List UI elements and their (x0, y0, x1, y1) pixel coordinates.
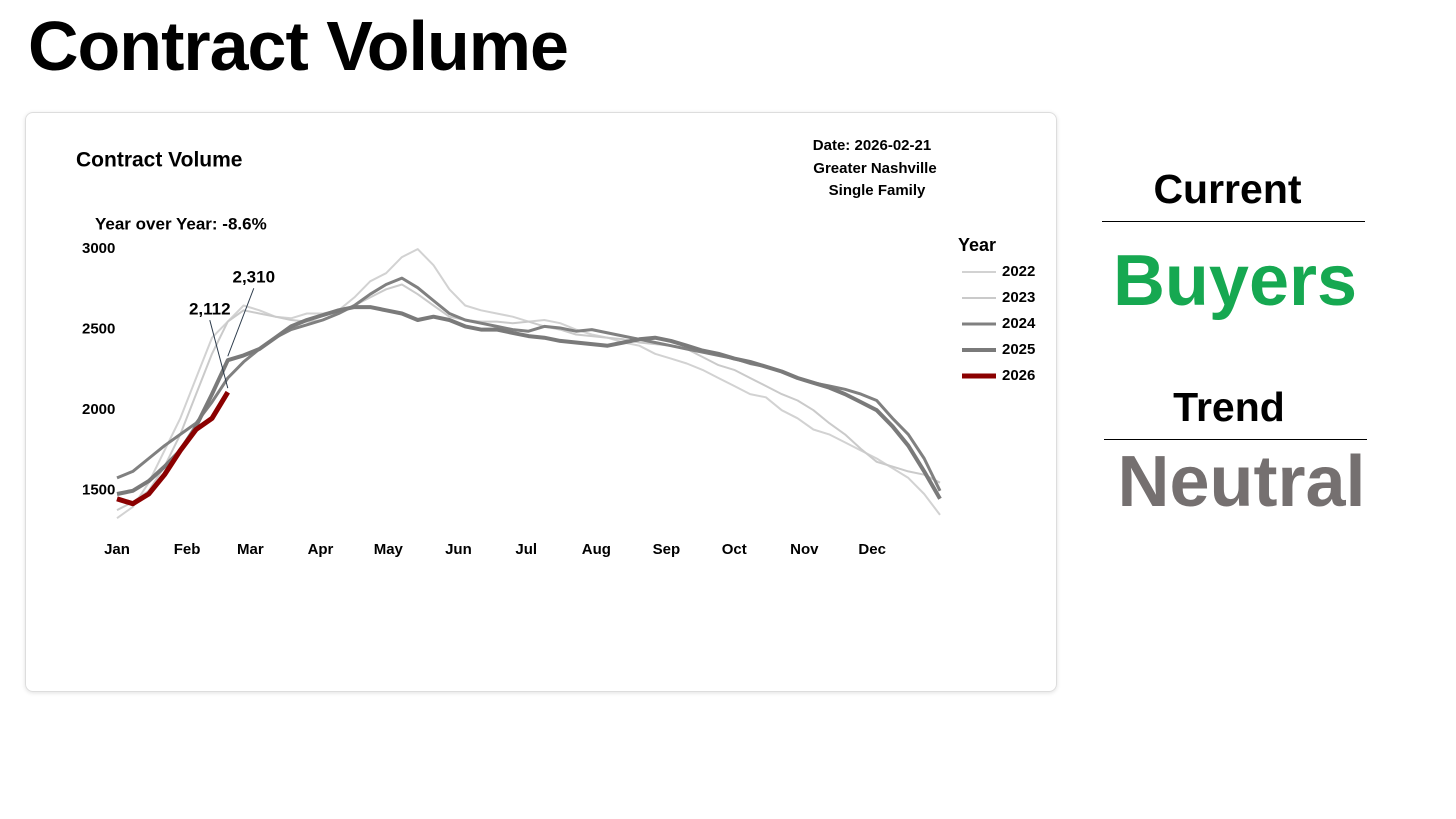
legend-label: 2026 (1002, 367, 1035, 384)
page-title: Contract Volume (28, 7, 569, 85)
x-tick-label: Mar (237, 541, 264, 558)
current-value: Buyers (1112, 241, 1358, 321)
series-line (116, 305, 942, 500)
y-tick-label: 2000 (82, 401, 115, 418)
x-tick-label: Jun (445, 541, 472, 558)
y-tick-label: 3000 (82, 240, 115, 257)
legend-title: Year (958, 235, 996, 255)
subtitle: Greater Nashville (813, 160, 936, 177)
x-tick-label: Jan (104, 541, 130, 558)
subtitle: Single Family (829, 182, 926, 199)
x-tick-label: Feb (174, 541, 201, 558)
x-tick-label: Sep (653, 541, 681, 558)
leader-line (227, 288, 255, 357)
x-tick-label: Jul (515, 541, 537, 558)
data-label: 2,310 (233, 268, 276, 287)
data-label: 2,112 (189, 300, 231, 319)
trend-label: Trend (1173, 384, 1285, 430)
y-tick-label: 1500 (82, 482, 115, 499)
series-line (116, 283, 941, 511)
legend-label: 2022 (1002, 263, 1035, 280)
divider (1104, 439, 1367, 440)
x-tick-label: May (374, 541, 404, 558)
x-tick-label: Aug (582, 541, 611, 558)
chart: Contract Volume Year over Year: -8.6% Da… (76, 137, 1036, 558)
x-tick-label: Nov (790, 541, 819, 558)
legend-label: 2025 (1002, 341, 1035, 358)
current-label: Current (1153, 166, 1302, 212)
subtitle: Date: 2026-02-21 (813, 137, 931, 154)
annotation: Year over Year: -8.6% (95, 214, 267, 233)
legend-label: 2024 (1002, 315, 1036, 332)
chart-title: Contract Volume (76, 149, 242, 172)
legend-label: 2023 (1002, 289, 1035, 306)
leader-line (209, 320, 229, 389)
x-tick-label: Apr (308, 541, 334, 558)
y-tick-label: 2500 (82, 321, 115, 338)
chart-card (25, 112, 1057, 692)
divider (1102, 221, 1365, 222)
trend-value: Neutral (1117, 442, 1366, 522)
x-tick-label: Oct (722, 541, 747, 558)
series-line (116, 390, 230, 507)
x-tick-label: Dec (858, 541, 886, 558)
